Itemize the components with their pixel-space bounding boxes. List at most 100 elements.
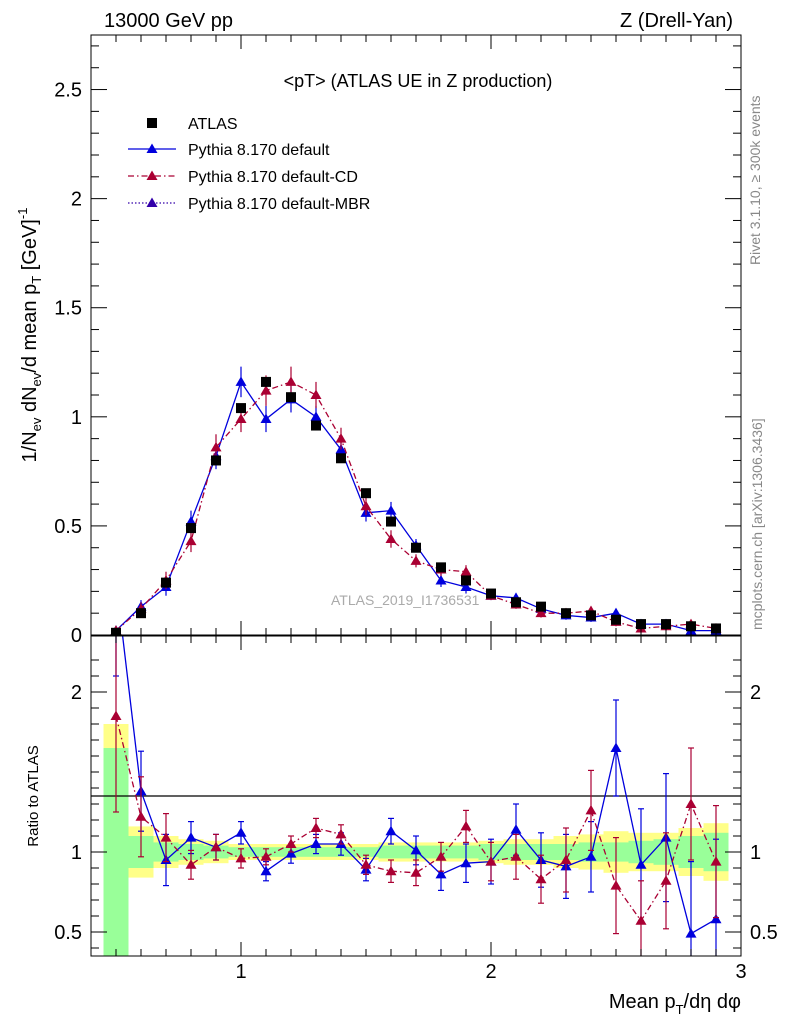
series-marker-0 (460, 581, 472, 591)
x-tick-label: 2 (485, 961, 496, 983)
ratio-marker-1 (535, 873, 547, 884)
data-point (436, 562, 446, 573)
ratio-marker-1 (485, 856, 497, 866)
data-point (411, 542, 421, 553)
source-label: mcplots.cern.ch [arXiv:1306.3436] (749, 418, 765, 630)
legend-marker-mbr (146, 197, 158, 207)
analysis-watermark: ATLAS_2019_I1736531 (331, 592, 480, 608)
data-point (186, 523, 196, 534)
ratio-marker-0 (260, 865, 272, 876)
y-tick-label: 0 (71, 625, 82, 647)
y-axis-label: 1/Nev dNev/d mean pT [GeV]-1 (15, 208, 44, 463)
data-point (636, 619, 646, 630)
ratio-marker-1 (560, 854, 572, 864)
y-tick-label: 2.5 (54, 80, 82, 102)
ratio-marker-0 (410, 844, 422, 855)
series-marker-0 (385, 505, 397, 515)
data-point (511, 597, 521, 608)
legend-label-mbr: Pythia 8.170 default-MBR (188, 196, 370, 213)
series-marker-1 (235, 413, 247, 423)
data-point (311, 420, 321, 431)
ratio-tick-label-right: 1 (750, 842, 761, 864)
ratio-marker-0 (385, 825, 397, 836)
data-point (136, 608, 146, 619)
ratio-marker-0 (285, 848, 297, 858)
ratio-tick-label-left: 2 (71, 682, 82, 704)
data-point (336, 453, 346, 464)
ratio-marker-1 (135, 811, 147, 821)
legend-marker-cd (146, 170, 158, 180)
x-axis-label: Mean pT/dη dφ (609, 991, 741, 1017)
ratio-marker-1 (210, 841, 222, 852)
ratio-marker-0 (435, 868, 447, 879)
ratio-marker-0 (585, 851, 597, 861)
ratio-marker-0 (111, 575, 122, 585)
ratio-marker-1 (685, 798, 697, 808)
y-tick-label: 1 (71, 407, 82, 429)
series-marker-0 (435, 574, 447, 585)
series-marker-1 (360, 500, 372, 511)
ratio-marker-1 (285, 838, 297, 848)
ratio-y-axis-label: Ratio to ATLAS (25, 745, 42, 846)
series-marker-1 (460, 566, 472, 576)
ratio-marker-1 (410, 867, 422, 877)
ratio-marker-1 (260, 851, 272, 861)
ratio-marker-0 (235, 827, 247, 837)
x-tick-label: 1 (235, 961, 246, 983)
series-marker-1 (260, 385, 272, 395)
ratio-tick-label-left: 1 (71, 842, 82, 864)
axis-ticks (90, 35, 742, 956)
ratio-tick-label-right: 0.5 (750, 922, 778, 944)
series-marker-1 (385, 533, 397, 543)
data-point (536, 601, 546, 612)
ratio-marker-1 (460, 820, 472, 831)
ratio-marker-0 (510, 824, 522, 834)
ratio-marker-1 (310, 822, 322, 832)
data-point (386, 516, 396, 527)
series-marker-0 (235, 376, 247, 386)
legend-marker-atlas (147, 118, 157, 128)
ratio-marker-1 (660, 875, 672, 885)
ratio-marker-1 (710, 856, 722, 866)
energy-label: 13000 GeV pp (104, 10, 233, 32)
ratio-band-green (378, 845, 404, 859)
ratio-marker-1 (235, 852, 247, 863)
data-point (161, 577, 171, 588)
data-point (661, 619, 671, 630)
ratio-band-green (353, 847, 379, 857)
ratio-marker-1 (185, 859, 197, 869)
data-point (211, 455, 221, 466)
ratio-marker-1 (610, 880, 622, 890)
data-point (286, 392, 296, 403)
ratio-marker-1 (585, 804, 597, 815)
data-point (686, 621, 696, 632)
ratio-marker-1 (110, 710, 122, 720)
ratio-tick-label-right: 2 (750, 682, 761, 704)
x-tick-label: 3 (735, 961, 746, 983)
series-marker-1 (210, 441, 222, 452)
legend-label-cd: Pythia 8.170 default-CD (188, 169, 358, 186)
ratio-plot-series (110, 575, 722, 956)
series-marker-1 (335, 433, 347, 443)
ratio-marker-0 (685, 928, 697, 938)
data-point (486, 588, 496, 599)
data-point (611, 614, 621, 625)
rivet-label: Rivet 3.1.10, ≥ 300k events (747, 95, 763, 265)
data-point (361, 488, 371, 499)
ratio-marker-1 (510, 851, 522, 861)
series-marker-1 (285, 376, 297, 386)
axis-tick-labels: 1 2 3 0 0.5 1 1.5 2 2.5 0.5 0.5 1 1 2 2 (54, 80, 778, 983)
series-marker-0 (260, 413, 272, 423)
ratio-marker-0 (635, 859, 647, 869)
series-marker-1 (310, 389, 322, 399)
ratio-marker-0 (710, 913, 722, 924)
plot-title: <pT> (ATLAS UE in Z production) (284, 71, 553, 91)
y-tick-label: 2 (71, 189, 82, 211)
data-point (236, 403, 246, 414)
ratio-marker-1 (385, 865, 397, 876)
data-point (586, 610, 596, 621)
data-point (461, 575, 471, 586)
legend-label-default: Pythia 8.170 default (188, 142, 330, 159)
process-label: Z (Drell-Yan) (620, 10, 733, 32)
